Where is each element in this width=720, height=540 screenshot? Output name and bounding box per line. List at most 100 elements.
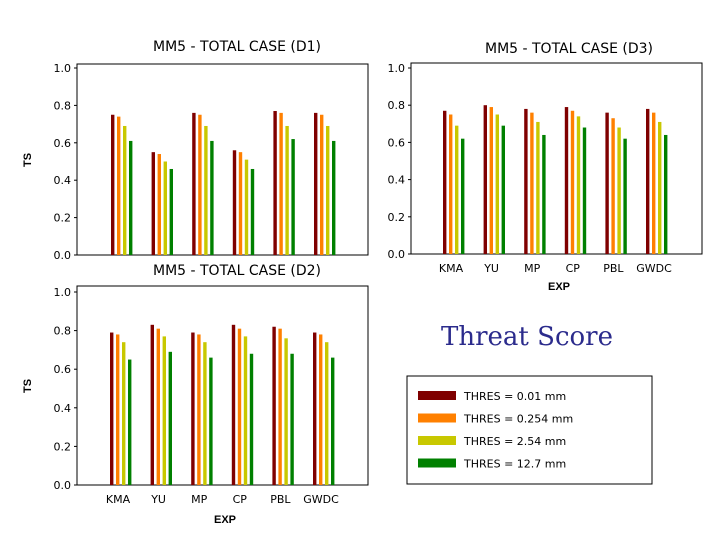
legend-swatch bbox=[418, 413, 456, 423]
bar-d1-series2-3 bbox=[198, 114, 202, 255]
legend-label: THRES = 12.7 mm bbox=[463, 458, 566, 471]
chart-panel-d3: MM5 - TOTAL CASE (D3) 0.0 0.2 0.4 0.6 0.8 1.0… bbox=[388, 41, 703, 293]
bar-d1-series2-5 bbox=[279, 112, 283, 255]
x-tick-label: KMA bbox=[439, 262, 464, 275]
plot-frame-d3 bbox=[410, 62, 703, 255]
bar-d1-series3-6 bbox=[326, 125, 330, 255]
bar-d3-series2-4 bbox=[570, 110, 575, 254]
y-axis-label-d1: TS bbox=[22, 153, 34, 167]
bar-d2-series1-2 bbox=[150, 324, 154, 485]
bar-d3-series4-1 bbox=[461, 138, 465, 254]
bar-d2-series3-4 bbox=[243, 336, 248, 485]
chart-panel-d1: MM5 - TOTAL CASE (D1) TS 0.0 0.2 0.4 0.6 0.8… bbox=[22, 39, 369, 262]
plot-frame-d2 bbox=[76, 285, 369, 486]
bar-d2-series3-6 bbox=[325, 342, 329, 485]
bar-d2-series4-3 bbox=[209, 357, 213, 485]
plot-frame-d1 bbox=[76, 63, 369, 256]
bar-d2-series2-1 bbox=[116, 334, 120, 485]
bar-d1-series3-3 bbox=[204, 125, 208, 255]
bar-d3-series4-5 bbox=[623, 138, 627, 254]
bar-d3-series4-2 bbox=[501, 125, 505, 254]
bar-d1-series4-4 bbox=[250, 168, 255, 255]
bar-d2-series4-1 bbox=[128, 359, 132, 485]
bar-d3-series1-4 bbox=[564, 107, 569, 254]
legend-swatch bbox=[418, 391, 456, 400]
bar-d2-series2-2 bbox=[156, 328, 160, 485]
y-tick-label: 0.4 bbox=[54, 402, 72, 415]
bar-d1-series1-6 bbox=[314, 112, 318, 255]
bar-d2-series1-3 bbox=[191, 332, 195, 485]
y-tick-label: 0.2 bbox=[54, 212, 72, 225]
x-axis-label-d3: EXP bbox=[548, 281, 570, 293]
legend-label: THRES = 0.01 mm bbox=[463, 390, 566, 403]
x-ticks-d3: KMA YU MP CP PBL GWDC bbox=[439, 262, 672, 275]
threat-score-annotation: Threat Score bbox=[441, 322, 613, 352]
x-tick-label: GWDC bbox=[636, 262, 672, 275]
chart-title-d2: MM5 - TOTAL CASE (D2) bbox=[153, 263, 321, 279]
y-tick-label: 1.0 bbox=[54, 62, 72, 75]
y-tick-label: 0.6 bbox=[54, 363, 72, 376]
y-tick-label: 1.0 bbox=[54, 286, 72, 299]
legend-swatch bbox=[418, 458, 456, 468]
legend: THRES = 0.01 mm THRES = 0.254 mm THRES = 2… bbox=[406, 375, 653, 485]
x-tick-label: MP bbox=[524, 262, 540, 275]
bar-d3-series2-5 bbox=[611, 118, 615, 254]
bar-d1-series4-1 bbox=[129, 140, 133, 255]
bar-d3-series3-5 bbox=[617, 127, 621, 254]
chart-panel-d2: MM5 - TOTAL CASE (D2) TS 0.0 0.2 0.4 0.6 0.8… bbox=[22, 263, 369, 526]
bar-d1-series2-6 bbox=[320, 114, 324, 255]
bar-d1-series3-5 bbox=[285, 125, 289, 255]
bars-d2 bbox=[110, 324, 335, 485]
bar-d2-series2-5 bbox=[278, 328, 282, 485]
bar-d3-series3-1 bbox=[455, 125, 459, 254]
bar-d3-series2-6 bbox=[652, 112, 656, 254]
bar-d3-series4-4 bbox=[582, 127, 587, 254]
legend-label: THRES = 0.254 mm bbox=[463, 413, 573, 426]
legend-label: THRES = 2.54 mm bbox=[463, 435, 566, 448]
bar-d2-series1-5 bbox=[272, 326, 276, 485]
bar-d1-series4-2 bbox=[169, 168, 173, 255]
bar-d2-series3-5 bbox=[284, 338, 288, 485]
bar-d2-series1-6 bbox=[313, 332, 317, 485]
x-tick-label: KMA bbox=[106, 493, 131, 506]
bar-d3-series3-6 bbox=[658, 121, 662, 254]
bar-d1-series1-2 bbox=[151, 152, 155, 255]
x-tick-label: GWDC bbox=[303, 493, 339, 506]
y-tick-label: 1.0 bbox=[388, 62, 406, 75]
bar-d2-series4-5 bbox=[290, 353, 294, 485]
bars-d3 bbox=[443, 105, 668, 254]
x-tick-label: CP bbox=[566, 262, 581, 275]
bar-d3-series2-1 bbox=[449, 114, 453, 254]
bar-d1-series3-1 bbox=[123, 125, 127, 255]
y-tick-label: 0.8 bbox=[54, 325, 72, 338]
bar-d3-series3-3 bbox=[536, 121, 540, 254]
y-tick-label: 0.0 bbox=[54, 249, 72, 262]
bar-d1-series1-1 bbox=[111, 114, 115, 255]
bar-d1-series4-3 bbox=[210, 140, 214, 255]
bar-d3-series4-6 bbox=[664, 134, 668, 254]
x-tick-label: PBL bbox=[603, 262, 624, 275]
bars-d1 bbox=[111, 111, 336, 256]
bar-d3-series2-2 bbox=[489, 107, 493, 254]
bar-d3-series2-3 bbox=[530, 112, 534, 254]
bar-d2-series4-4 bbox=[249, 353, 254, 485]
bar-d2-series4-6 bbox=[331, 357, 335, 485]
bar-d1-series2-1 bbox=[117, 116, 121, 256]
bar-d2-series4-2 bbox=[168, 351, 172, 485]
bar-d2-series3-3 bbox=[203, 342, 207, 485]
bar-d2-series1-4 bbox=[231, 324, 236, 485]
x-tick-label: MP bbox=[191, 493, 207, 506]
bar-d3-series1-3 bbox=[524, 108, 528, 254]
bar-d2-series2-4 bbox=[237, 328, 242, 485]
x-tick-label: CP bbox=[233, 493, 248, 506]
bar-d1-series3-4 bbox=[244, 159, 249, 255]
bar-d3-series4-3 bbox=[542, 134, 546, 254]
y-tick-label: 0.4 bbox=[54, 174, 72, 187]
bar-d3-series3-2 bbox=[495, 114, 499, 254]
bar-d3-series1-2 bbox=[483, 105, 487, 254]
x-tick-label: YU bbox=[483, 262, 499, 275]
bar-d3-series1-5 bbox=[605, 112, 609, 254]
bar-d1-series1-4 bbox=[232, 150, 237, 255]
y-tick-label: 0.0 bbox=[54, 479, 72, 492]
